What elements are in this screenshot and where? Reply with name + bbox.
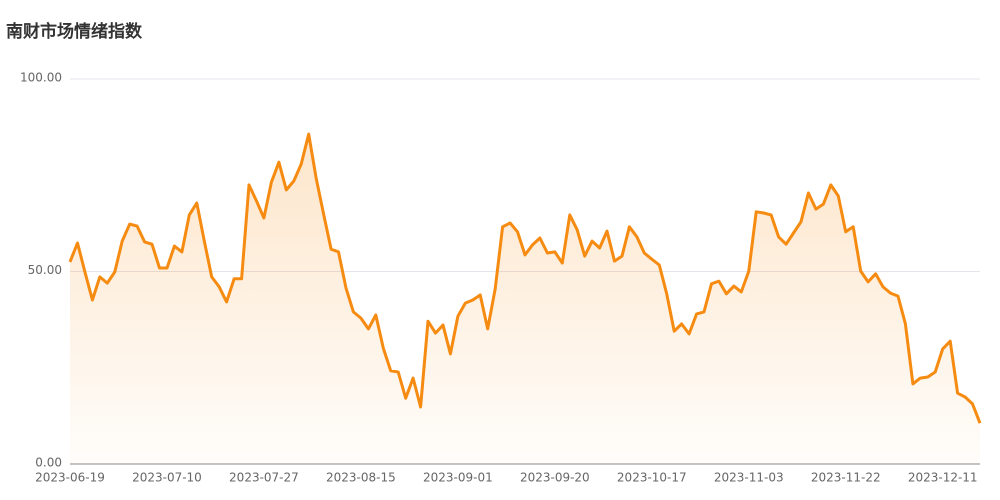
y-tick-label: 50.00 [28, 263, 62, 277]
x-tick-label: 2023-07-27 [229, 471, 299, 485]
line [68, 132, 982, 424]
x-tick-label: 2023-07-10 [132, 471, 202, 485]
area [70, 134, 980, 464]
x-tick-label: 2023-09-01 [423, 471, 493, 485]
y-tick-label: 0.00 [35, 456, 62, 470]
y-tick-label: 100.00 [20, 71, 62, 85]
x-tick-label: 2023-11-22 [811, 471, 881, 485]
x-tick-label: 2023-09-20 [520, 471, 590, 485]
chart-title: 南财市场情绪指数 [6, 21, 143, 42]
x-tick-label: 2023-12-11 [908, 471, 978, 485]
x-tick-label: 2023-11-03 [714, 471, 784, 485]
x-tick-label: 2023-08-15 [326, 471, 396, 485]
x-tick-label: 2023-10-17 [617, 471, 687, 485]
x-tick-label: 2023-06-19 [35, 471, 105, 485]
